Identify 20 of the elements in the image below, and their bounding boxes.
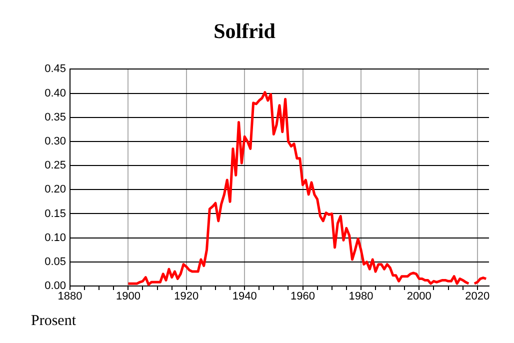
x-tick-label: 1880: [58, 290, 82, 303]
chart-title: Solfrid: [214, 19, 276, 44]
x-tick-label: 2020: [465, 290, 490, 303]
y-tick-label: 0.05: [44, 256, 66, 268]
x-tick-label: 1980: [348, 290, 374, 303]
x-tick-label: 2000: [406, 290, 432, 303]
y-tick-label: 0.15: [44, 208, 66, 220]
y-axis-title: Prosent: [31, 313, 77, 329]
y-tick-label: 0.45: [44, 63, 66, 76]
y-tick-label: 0.25: [44, 160, 66, 172]
y-tick-label: 0.40: [44, 87, 66, 100]
y-tick-label: 0.00: [44, 280, 66, 292]
y-tick-label: 0.10: [44, 232, 66, 244]
x-tick-label: 1900: [116, 290, 140, 303]
x-tick-label: 1920: [174, 290, 199, 303]
y-tick-label: 0.30: [44, 136, 66, 148]
y-tick-label: 0.35: [44, 111, 66, 124]
x-tick-label: 1960: [290, 290, 316, 303]
x-tick-label: 1940: [232, 290, 257, 303]
y-tick-label: 0.20: [44, 184, 66, 196]
